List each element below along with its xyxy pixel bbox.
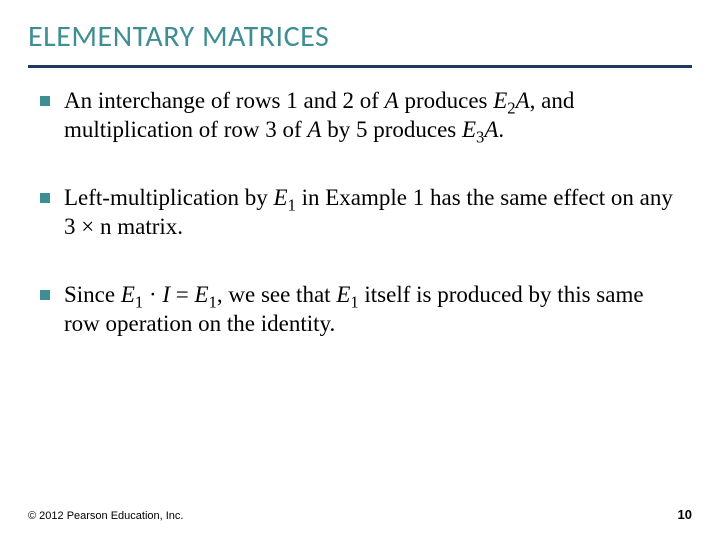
- math-var: E: [336, 282, 350, 307]
- math-var: E: [274, 185, 288, 210]
- page-number: 10: [678, 507, 692, 522]
- math-var: E: [195, 282, 209, 307]
- math-expr: 3 × n: [64, 214, 111, 239]
- math-op: ·: [143, 282, 162, 307]
- math-var: I: [162, 282, 170, 307]
- copyright-text: © 2012 Pearson Education, Inc.: [28, 510, 183, 522]
- bullet-item: Since E1 · I = E1, we see that E1 itself…: [40, 280, 680, 339]
- slide-content: An interchange of rows 1 and 2 of A prod…: [0, 68, 720, 339]
- text-run: .: [498, 117, 504, 142]
- bullet-item: Left-multiplication by E1 in Example 1 h…: [40, 183, 680, 242]
- bullet-text: Since E1 · I = E1, we see that E1 itself…: [64, 280, 680, 339]
- bullet-marker-icon: [40, 193, 50, 203]
- math-var: A: [516, 88, 530, 113]
- math-var: A: [307, 117, 321, 142]
- slide-title: ELEMENTARY MATRICES: [28, 18, 692, 55]
- math-var: A: [484, 117, 498, 142]
- math-sub: 1: [288, 195, 296, 214]
- math-var: E: [121, 282, 135, 307]
- math-var: E: [462, 117, 476, 142]
- math-var: A: [385, 88, 399, 113]
- text-run: Since: [64, 282, 121, 307]
- math-sub: 2: [507, 99, 515, 118]
- math-sub: 1: [135, 292, 143, 311]
- slide-footer: © 2012 Pearson Education, Inc. 10: [28, 507, 692, 522]
- text-run: by 5 produces: [321, 117, 462, 142]
- text-run: matrix.: [111, 214, 183, 239]
- text-run: , we see that: [217, 282, 336, 307]
- math-var: E: [493, 88, 507, 113]
- text-run: produces: [399, 88, 494, 113]
- text-run: An interchange of rows 1 and 2 of: [64, 88, 385, 113]
- math-sub: 1: [209, 292, 217, 311]
- bullet-item: An interchange of rows 1 and 2 of A prod…: [40, 86, 680, 145]
- bullet-text: Left-multiplication by E1 in Example 1 h…: [64, 183, 680, 242]
- text-run: in Example 1 has the same effect on any: [296, 185, 673, 210]
- math-op: =: [170, 282, 194, 307]
- bullet-marker-icon: [40, 290, 50, 300]
- text-run: Left-multiplication by: [64, 185, 274, 210]
- bullet-marker-icon: [40, 96, 50, 106]
- math-sub: 1: [350, 292, 358, 311]
- slide-header: ELEMENTARY MATRICES: [0, 0, 720, 61]
- bullet-text: An interchange of rows 1 and 2 of A prod…: [64, 86, 680, 145]
